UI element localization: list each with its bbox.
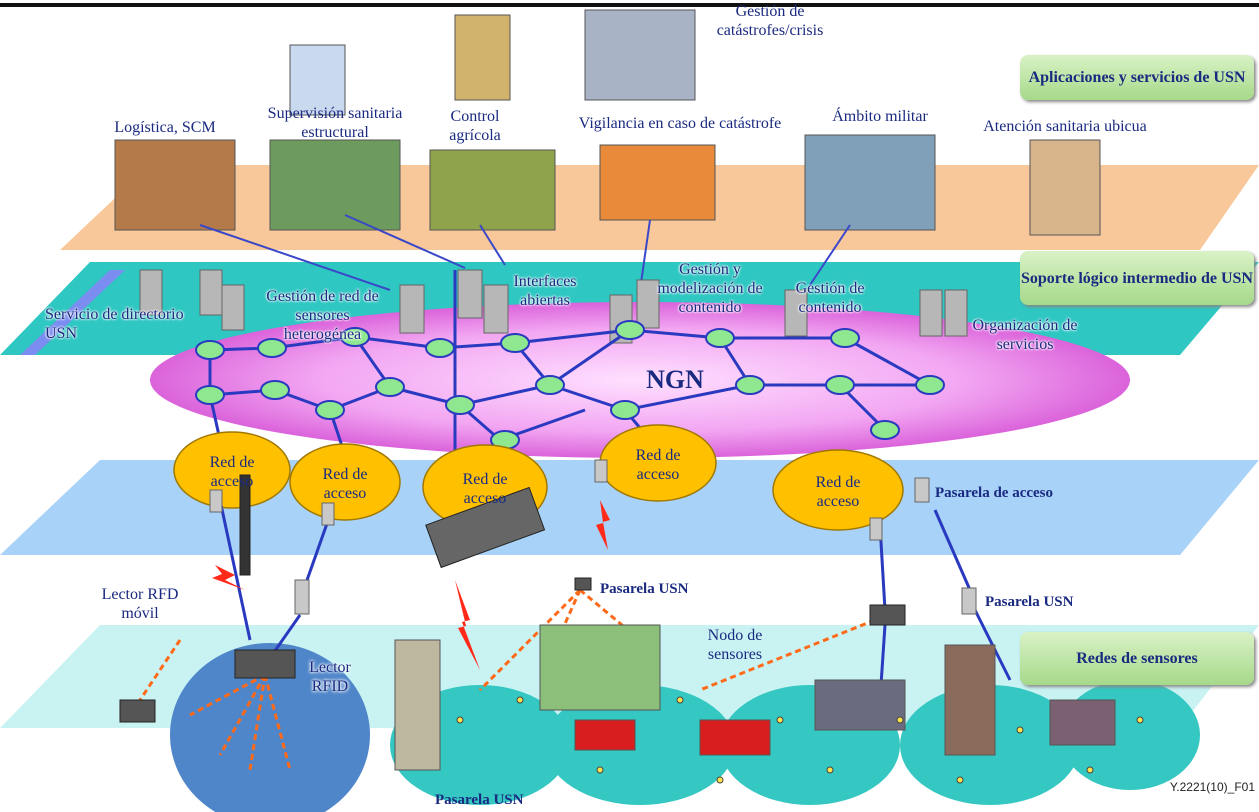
access-network-label: Red de acceso xyxy=(613,446,703,484)
ngn-nodes-part xyxy=(871,421,899,439)
access-network-label: Red de acceso xyxy=(793,473,883,511)
access-network-label: Red de acceso xyxy=(187,453,277,491)
sensor-nodes-part xyxy=(957,777,963,783)
ngn-nodes-part xyxy=(376,378,404,396)
sensor-nodes-part xyxy=(457,717,463,723)
layer-label: Soporte lógico intermedio de USN xyxy=(1020,251,1254,305)
app-pictures-part xyxy=(430,150,555,230)
app-pictures-part xyxy=(805,135,935,230)
app-label: Supervisión sanitaria estructural xyxy=(240,104,430,142)
ngn-nodes-part xyxy=(706,329,734,347)
app-pictures-part xyxy=(455,15,510,100)
scene-pictures-part xyxy=(700,720,770,755)
sensor-label: Lector RFD móvil xyxy=(100,585,180,623)
ngn-nodes-part xyxy=(446,396,474,414)
ngn-nodes-part xyxy=(316,401,344,419)
devices-part xyxy=(235,650,295,678)
gateways-part xyxy=(962,588,976,614)
sensor-nodes-part xyxy=(1017,727,1023,733)
app-pictures-part xyxy=(1030,140,1100,235)
middleware-label: Interfaces abiertas xyxy=(495,272,595,310)
servers-part xyxy=(920,290,942,336)
middleware-label: Organización de servicios xyxy=(950,316,1100,354)
top-rule xyxy=(0,3,1259,7)
sensor-label: Nodo de sensores xyxy=(690,626,780,664)
ngn-label: NGN xyxy=(600,365,750,395)
gateways-part xyxy=(915,478,929,502)
scene-pictures-part xyxy=(540,625,660,710)
gateways-part xyxy=(210,490,222,512)
gateways-part xyxy=(595,460,607,482)
access-gateway-label: Pasarela de acceso xyxy=(935,484,1135,503)
sensor-nodes-part xyxy=(677,697,683,703)
sensor-nodes-part xyxy=(517,697,523,703)
diagram: Gestión de catástrofes/crisis Logística,… xyxy=(0,0,1259,812)
sensor-nodes-part xyxy=(1137,717,1143,723)
layer-label: Aplicaciones y servicios de USN xyxy=(1020,55,1254,100)
sensor-label: Pasarela USN xyxy=(600,580,740,599)
middleware-label: Servicio de directorio USN xyxy=(45,305,215,343)
sensor-nodes-part xyxy=(597,767,603,773)
app-pictures-part xyxy=(600,145,715,220)
middleware-label: Gestión de contenido xyxy=(775,279,885,317)
app-label: Gestión de catástrofes/crisis xyxy=(690,2,850,40)
app-label: Logística, SCM xyxy=(90,118,240,137)
sensor-label: Pasarela USN xyxy=(985,593,1125,612)
access-network-label: Red de acceso xyxy=(440,470,530,508)
layer-label: Redes de sensores xyxy=(1020,632,1254,685)
scene-pictures-part xyxy=(395,640,440,770)
sensor-nodes-part xyxy=(717,777,723,783)
figure-id: Y.2221(10)_F01 xyxy=(1150,778,1255,797)
servers-part xyxy=(222,285,244,330)
app-pictures-part xyxy=(270,140,400,230)
middleware-label: Gestión y modelización de contenido xyxy=(645,260,775,317)
sensor-nodes-part xyxy=(897,717,903,723)
app-pictures-part xyxy=(115,140,235,230)
scene-pictures-part xyxy=(945,645,995,755)
ngn-nodes-part xyxy=(826,376,854,394)
sensor-label: Lector RFID xyxy=(295,658,365,696)
gateways-part xyxy=(295,580,309,614)
devices-part xyxy=(575,578,591,590)
ngn-nodes-part xyxy=(536,376,564,394)
access-network-label: Red de acceso xyxy=(300,465,390,503)
gateways-part xyxy=(870,518,882,540)
scene-pictures-part xyxy=(1050,700,1115,745)
servers-part xyxy=(400,285,424,333)
app-label: Atención sanitaria ubicua xyxy=(950,117,1180,136)
gateways-part xyxy=(322,503,334,525)
devices-part xyxy=(120,700,155,722)
ngn-nodes-part xyxy=(831,329,859,347)
devices-part xyxy=(870,605,905,625)
sensor-nodes-part xyxy=(827,767,833,773)
ngn-nodes-part xyxy=(426,339,454,357)
ngn-nodes-part xyxy=(196,341,224,359)
ngn-nodes-part xyxy=(916,376,944,394)
scene-pictures-part xyxy=(815,680,905,730)
servers-part xyxy=(458,270,482,318)
app-pictures-part xyxy=(585,10,695,100)
ngn-nodes-part xyxy=(196,386,224,404)
app-label: Control agrícola xyxy=(440,107,510,145)
ngn-nodes-part xyxy=(616,321,644,339)
ngn-nodes-part xyxy=(501,334,529,352)
sensor-label: Pasarela USN xyxy=(435,791,575,810)
app-label: Ámbito militar xyxy=(810,107,950,126)
app-label: Vigilancia en caso de catástrofe xyxy=(540,114,820,133)
sensor-nodes-part xyxy=(777,717,783,723)
middleware-label: Gestión de red de sensores heterogénea xyxy=(255,287,390,344)
scene-pictures-part xyxy=(575,720,635,750)
ngn-nodes-part xyxy=(611,401,639,419)
ngn-nodes-part xyxy=(261,381,289,399)
sensor-nodes-part xyxy=(1087,767,1093,773)
